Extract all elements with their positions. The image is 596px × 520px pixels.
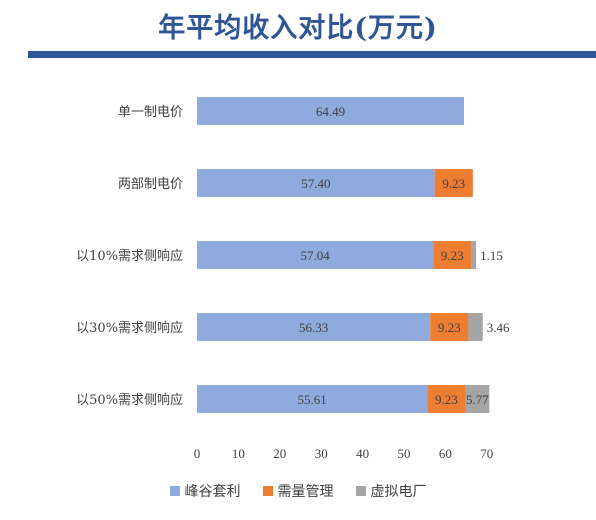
bar-segment [465, 385, 490, 413]
legend-swatch-series-1 [262, 486, 273, 496]
bar-segment [197, 169, 435, 197]
data-label: 57.04 [300, 248, 330, 263]
bar-segment [197, 313, 431, 341]
data-label: 1.15 [480, 248, 503, 263]
category-label: 以10%需求侧响应 [76, 248, 183, 264]
data-label: 9.23 [435, 392, 458, 407]
x-tick-label: 0 [194, 446, 201, 461]
data-label: 9.23 [438, 320, 461, 335]
legend-item-series-1: 需量管理 [262, 481, 334, 501]
legend-label-series-0: 峰谷套利 [184, 484, 241, 500]
category-label: 两部制电价 [118, 177, 183, 192]
bar-chart: 单一制电价 64.49 两部制电价 57.40 9.23 以10%需求侧响应 57.04 9.… [76, 97, 510, 461]
category-label: 以50%需求侧响应 [76, 392, 183, 408]
data-label: 3.46 [487, 320, 510, 335]
bar-segment [468, 313, 483, 341]
legend-swatch-series-0 [169, 486, 180, 496]
category-label: 单一制电价 [118, 105, 183, 120]
x-tick-label: 40 [356, 446, 369, 461]
legend-swatch-series-2 [355, 486, 366, 496]
data-label: 9.23 [442, 176, 465, 191]
bar-segment [197, 241, 434, 269]
data-label: 56.33 [299, 320, 328, 335]
x-tick-label: 30 [315, 446, 328, 461]
data-label: 9.23 [441, 248, 464, 263]
x-tick-label: 70 [480, 446, 493, 461]
legend-item-series-0: 峰谷套利 [169, 481, 241, 501]
x-tick-label: 50 [398, 446, 411, 461]
bar-segment [197, 385, 428, 413]
category-label: 以30%需求侧响应 [76, 320, 183, 336]
legend-label-series-1: 需量管理 [277, 484, 334, 500]
bar-segment [434, 169, 473, 197]
bar-segment [433, 241, 472, 269]
bar-segment [197, 97, 464, 125]
data-label: 5.77 [466, 392, 489, 407]
bar-segment [427, 385, 466, 413]
x-tick-label: 10 [232, 446, 245, 461]
x-tick-label: 20 [273, 446, 286, 461]
x-tick-label: 60 [439, 446, 452, 461]
bar-segment [430, 313, 469, 341]
data-label: 57.40 [301, 176, 330, 191]
data-label: 55.61 [297, 392, 326, 407]
bar-segment [471, 241, 477, 269]
data-label: 64.49 [316, 104, 345, 119]
chart-title: 年平均收入对比(万元) [158, 13, 438, 44]
title-underline [28, 51, 596, 58]
chart-legend: 峰谷套利 需量管理 虚拟电厂 [0, 481, 596, 501]
legend-item-series-2: 虚拟电厂 [355, 481, 427, 501]
legend-label-series-2: 虚拟电厂 [370, 484, 427, 500]
